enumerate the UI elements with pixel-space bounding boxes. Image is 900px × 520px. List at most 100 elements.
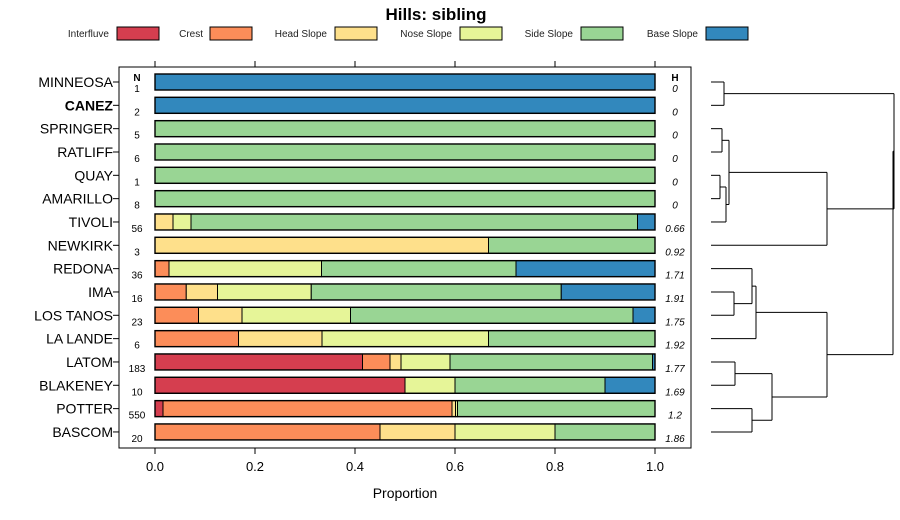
n-value: 2: [134, 107, 140, 118]
chart-title: Hills: sibling: [385, 5, 486, 24]
n-value: 20: [131, 434, 143, 445]
bar-segment: [154, 73, 656, 91]
h-value: 1.75: [665, 317, 685, 328]
row-label: MINNEOSA: [38, 74, 113, 90]
bar-segment: [154, 120, 656, 138]
bar-segment: [554, 423, 656, 441]
row-label: POTTER: [56, 401, 113, 417]
h-value: 0: [672, 131, 678, 142]
bar-segment: [154, 143, 656, 161]
h-value: 1.2: [668, 411, 682, 422]
h-value: 0: [672, 154, 678, 165]
bar-row: CANEZ 2 0: [65, 96, 678, 118]
row-label: BASCOM: [52, 424, 113, 440]
legend-label: Head Slope: [275, 29, 328, 40]
h-column-header: H: [671, 73, 678, 84]
bar-segment: [162, 400, 453, 418]
bar-row: SPRINGER 5 0: [40, 119, 678, 142]
bar-segment: [515, 260, 656, 278]
bar-segment: [154, 96, 656, 114]
bar-row: NEWKIRK 3 0.92: [48, 236, 685, 258]
h-value: 1.91: [665, 294, 684, 305]
bar-segment: [154, 376, 406, 394]
bar-segment: [154, 353, 363, 371]
bar-segment: [154, 236, 489, 254]
h-value: 0: [672, 84, 678, 95]
n-value: 36: [131, 271, 143, 282]
legend-swatch: [459, 26, 503, 41]
x-tick-label: 1.0: [646, 459, 664, 474]
n-value: 3: [134, 247, 140, 258]
bar-segment: [168, 260, 322, 278]
bar-row: IMA 16 1.91: [88, 283, 685, 305]
bar-segment: [350, 306, 634, 324]
bar-segment: [172, 213, 192, 231]
x-tick-label: 0.6: [446, 459, 464, 474]
bar-segment: [198, 306, 243, 324]
n-value: 1: [134, 84, 140, 95]
bar-row: AMARILLO 8 0: [42, 189, 678, 212]
bar-segment: [185, 283, 218, 301]
n-value: 1: [134, 177, 140, 188]
row-label: NEWKIRK: [48, 237, 114, 253]
n-value: 8: [134, 201, 140, 212]
bar-segment: [379, 423, 456, 441]
bar-row: TIVOLI 56 0.66: [69, 213, 685, 235]
bar-row: RATLIFF 6 0: [57, 143, 678, 165]
row-label: LA LANDE: [46, 331, 113, 347]
bar-outline: [154, 96, 656, 115]
bar-row: POTTER 550 1.2: [56, 399, 682, 422]
bar-outline: [154, 283, 656, 301]
h-value: 0: [672, 177, 678, 188]
bar-segment: [154, 166, 656, 184]
h-value: 0: [672, 201, 678, 212]
plot-frame: [118, 66, 692, 449]
h-value: 1.71: [665, 271, 684, 282]
bar-segment: [154, 330, 239, 348]
row-label: TIVOLI: [69, 214, 113, 230]
bar-outline: [154, 399, 656, 418]
bar-outline: [154, 143, 656, 161]
bar-row: LOS TANOS 23 1.75: [34, 306, 685, 328]
n-value: 56: [131, 224, 143, 235]
bar-outline: [154, 306, 656, 324]
bar-segment: [154, 190, 656, 208]
x-axis-title: Proportion: [373, 485, 438, 501]
legend-label: Base Slope: [647, 29, 699, 40]
bar-row: LA LANDE 6 1.92: [46, 329, 685, 352]
bar-segment: [454, 376, 606, 394]
bar-segment: [154, 306, 199, 324]
bar-segment: [321, 260, 517, 278]
bar-outline: [154, 329, 656, 348]
bar-segment: [404, 376, 456, 394]
bar-segment: [154, 400, 164, 418]
bar-segment: [321, 330, 489, 348]
n-value: 183: [129, 364, 146, 375]
dendrogram: [711, 81, 895, 433]
bar-row: QUAY 1 0: [74, 166, 678, 188]
bar-row: BASCOM 20 1.86: [52, 423, 685, 445]
n-value: 5: [134, 131, 140, 142]
bar-segment: [238, 330, 323, 348]
legend-swatch: [334, 26, 378, 41]
bar-segment: [637, 213, 656, 231]
legend-swatch: [116, 26, 160, 41]
row-label: BLAKENEY: [39, 377, 114, 393]
bar-segment: [560, 283, 656, 301]
row-label: RATLIFF: [57, 144, 113, 160]
row-label: LATOM: [66, 354, 113, 370]
bar-segment: [454, 423, 556, 441]
legend-label: Crest: [179, 29, 203, 40]
x-tick-label: 0.0: [146, 459, 164, 474]
bar-outline: [154, 236, 656, 255]
bar-outline: [154, 213, 656, 231]
bar-outline: [154, 376, 656, 394]
n-value: 23: [131, 317, 143, 328]
bar-segment: [457, 400, 656, 418]
n-column-header: N: [133, 73, 140, 84]
bar-row: REDONA 36 1.71: [53, 259, 685, 282]
legend-swatch: [705, 26, 749, 41]
bar-outline: [154, 189, 656, 208]
